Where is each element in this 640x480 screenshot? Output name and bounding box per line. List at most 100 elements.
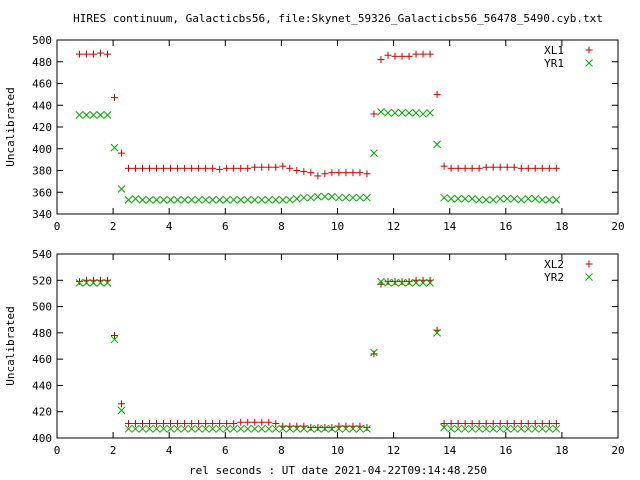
data-point (124, 424, 133, 433)
data-point (545, 164, 553, 172)
data-point (89, 279, 98, 287)
data-point (138, 424, 147, 433)
data-point (167, 164, 175, 172)
data-point (447, 420, 455, 428)
data-point (159, 424, 168, 433)
data-point (307, 169, 315, 177)
data-point (384, 51, 392, 59)
data-point (299, 424, 308, 433)
data-point (370, 348, 378, 357)
data-point (216, 165, 224, 173)
data-point (299, 193, 308, 202)
data-point (482, 420, 490, 428)
series-xl2 (75, 276, 560, 431)
y-axis-label: Uncalibrated (4, 87, 17, 166)
legend-label: YR1 (544, 57, 564, 70)
x-axis-label: rel seconds : UT date 2021-04-22T09:14:4… (189, 464, 487, 477)
x-tick-label: 12 (387, 444, 400, 457)
data-point (244, 418, 252, 426)
data-point (146, 164, 154, 172)
data-point (244, 164, 252, 172)
data-point (180, 424, 189, 433)
y-tick-label: 480 (32, 327, 52, 340)
data-point (278, 424, 287, 433)
data-point (82, 50, 90, 58)
data-point (363, 170, 371, 178)
data-point (482, 196, 491, 204)
data-point (215, 196, 224, 204)
data-point (125, 420, 133, 428)
y-tick-label: 500 (32, 34, 52, 47)
data-point (440, 162, 448, 170)
data-point (139, 164, 147, 172)
data-point (342, 424, 350, 433)
data-point (251, 418, 259, 426)
data-point (335, 193, 343, 202)
data-point (166, 196, 175, 204)
legend-marker (585, 46, 593, 54)
x-tick-label: 2 (110, 220, 117, 233)
y-tick-label: 400 (32, 432, 52, 445)
data-point (405, 52, 413, 60)
data-point (433, 140, 441, 149)
data-point (545, 420, 553, 428)
x-tick-label: 10 (331, 444, 344, 457)
data-point (391, 278, 399, 286)
data-point (75, 279, 84, 287)
data-point (342, 193, 350, 202)
data-point (306, 193, 315, 202)
data-point (202, 164, 210, 172)
data-point (370, 350, 378, 358)
data-point (398, 279, 406, 287)
x-tick-label: 14 (443, 220, 457, 233)
data-point (300, 168, 308, 176)
data-point (160, 164, 168, 172)
data-point (131, 424, 140, 433)
data-point (208, 424, 217, 433)
data-point (285, 196, 294, 204)
data-point (412, 279, 420, 287)
x-tick-label: 16 (499, 220, 512, 233)
x-tick-label: 18 (555, 220, 568, 233)
data-point (173, 424, 182, 433)
data-point (482, 424, 491, 433)
data-point (412, 109, 420, 117)
data-point (384, 278, 392, 286)
data-point (475, 424, 484, 433)
data-point (166, 424, 175, 433)
y-tick-label: 460 (32, 353, 52, 366)
data-point (237, 418, 245, 426)
data-point (468, 420, 476, 428)
data-point (111, 331, 119, 339)
data-point (230, 164, 238, 172)
data-point (272, 420, 280, 428)
data-point (468, 424, 476, 433)
data-point (496, 420, 504, 428)
data-point (370, 149, 378, 157)
data-point (531, 164, 539, 172)
data-point (384, 279, 392, 287)
data-point (454, 424, 462, 433)
data-point (237, 164, 245, 172)
data-point (356, 424, 364, 433)
data-point (363, 423, 371, 431)
data-point (117, 185, 126, 193)
y-tick-label: 420 (32, 406, 52, 419)
data-point (285, 424, 294, 433)
data-point (391, 109, 399, 117)
data-point (258, 418, 266, 426)
data-point (531, 424, 540, 433)
data-point (391, 52, 399, 60)
data-point (195, 164, 203, 172)
data-point (349, 169, 357, 177)
data-point (118, 149, 126, 157)
series-xl1 (75, 49, 560, 180)
data-point (433, 90, 441, 98)
data-point (265, 163, 273, 171)
data-point (181, 420, 189, 428)
data-point (419, 110, 427, 118)
data-point (524, 164, 532, 172)
data-point (292, 424, 301, 433)
data-point (398, 52, 406, 60)
data-point (265, 418, 273, 426)
